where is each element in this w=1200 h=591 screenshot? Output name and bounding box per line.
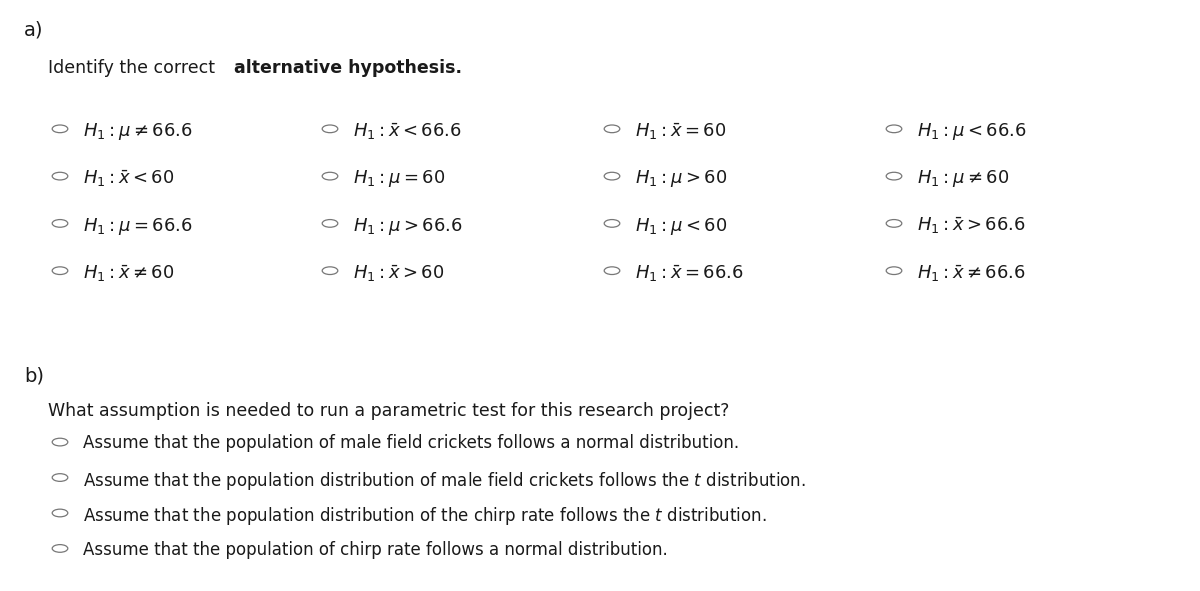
Text: $H_1 : \mu \neq 66.6$: $H_1 : \mu \neq 66.6$ (83, 121, 192, 142)
Text: $H_1 : \bar{x} \neq 66.6$: $H_1 : \bar{x} \neq 66.6$ (917, 263, 1026, 284)
Text: What assumption is needed to run a parametric test for this research project?: What assumption is needed to run a param… (48, 402, 730, 420)
Text: Assume that the population distribution of male field crickets follows the $t$ d: Assume that the population distribution … (83, 470, 805, 492)
Text: $H_1 : \bar{x} < 60$: $H_1 : \bar{x} < 60$ (83, 168, 174, 189)
Text: alternative hypothesis.: alternative hypothesis. (234, 59, 462, 77)
Text: $H_1 : \bar{x} > 66.6$: $H_1 : \bar{x} > 66.6$ (917, 216, 1026, 236)
Text: Assume that the population distribution of the chirp rate follows the $t$ distri: Assume that the population distribution … (83, 505, 767, 527)
Text: $H_1 : \mu > 66.6$: $H_1 : \mu > 66.6$ (353, 216, 462, 237)
Text: Identify the correct ​alternative hypothesis.: Identify the correct ​alternative hypoth… (48, 59, 421, 77)
Text: $H_1 : \mu \neq 60$: $H_1 : \mu \neq 60$ (917, 168, 1009, 190)
Text: Assume that the population of male field crickets follows a normal distribution.: Assume that the population of male field… (83, 434, 739, 452)
Text: $H_1 : \mu < 66.6$: $H_1 : \mu < 66.6$ (917, 121, 1026, 142)
Text: $H_1 : \mu = 66.6$: $H_1 : \mu = 66.6$ (83, 216, 192, 237)
Text: $H_1 : \bar{x} > 60$: $H_1 : \bar{x} > 60$ (353, 263, 444, 284)
Text: $H_1 : \bar{x} = 66.6$: $H_1 : \bar{x} = 66.6$ (635, 263, 744, 284)
Text: $H_1 : \bar{x} \neq 60$: $H_1 : \bar{x} \neq 60$ (83, 263, 174, 284)
Text: $H_1 : \mu < 60$: $H_1 : \mu < 60$ (635, 216, 727, 237)
Text: Identify the correct: Identify the correct (48, 59, 221, 77)
Text: $H_1 : \bar{x} < 66.6$: $H_1 : \bar{x} < 66.6$ (353, 121, 462, 142)
Text: $H_1 : \mu > 60$: $H_1 : \mu > 60$ (635, 168, 727, 190)
Text: $H_1 : \mu = 60$: $H_1 : \mu = 60$ (353, 168, 445, 190)
Text: a): a) (24, 21, 43, 40)
Text: $H_1 : \bar{x} = 60$: $H_1 : \bar{x} = 60$ (635, 121, 726, 142)
Text: b): b) (24, 366, 44, 385)
Text: Assume that the population of chirp rate follows a normal distribution.: Assume that the population of chirp rate… (83, 541, 667, 558)
